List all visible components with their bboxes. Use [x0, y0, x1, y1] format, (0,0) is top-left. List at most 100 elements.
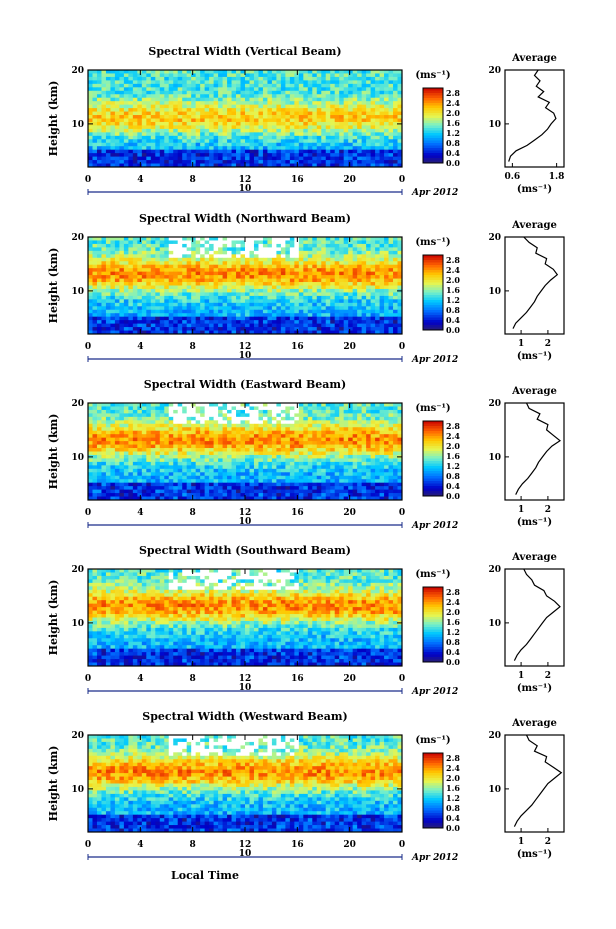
avg-x-axis-label: (ms⁻¹) [517, 683, 552, 694]
panel-title: Spectral Width (Northward Beam) [139, 212, 351, 225]
avg-x-tick-label: 0.6 [505, 172, 521, 182]
x-tick-label: 0 [85, 840, 91, 850]
colorbar-tick-label: 2.0 [446, 108, 460, 118]
colorbar-tick-label: 1.6 [446, 451, 460, 461]
x-tick-label: 0 [399, 175, 405, 185]
avg-y-tick-label: 10 [488, 120, 501, 130]
date-marker: 10 [239, 184, 252, 194]
heatmap-cells [88, 70, 403, 168]
colorbar-tick-label: 2.8 [446, 753, 460, 763]
average-profile-line [512, 236, 559, 329]
x-tick-label: 12 [239, 175, 252, 185]
colorbar-tick-label: 2.8 [446, 587, 460, 597]
y-axis-label: Height (km) [47, 414, 60, 490]
y-axis-label: Height (km) [47, 248, 60, 324]
colorbar-tick-label: 1.2 [446, 461, 460, 471]
avg-y-tick-label: 20 [488, 565, 501, 575]
panel-title: Spectral Width (Eastward Beam) [144, 378, 346, 391]
x-tick-label: 16 [291, 508, 304, 518]
x-tick-label: 16 [291, 342, 304, 352]
colorbar-frame [422, 752, 444, 829]
x-tick-label: 0 [85, 175, 91, 185]
average-profile-line [515, 402, 562, 495]
x-tick-label: 12 [239, 840, 252, 850]
panel-2: Spectral Width (Northward Beam)2010Heigh… [47, 212, 565, 365]
avg-y-tick-label: 20 [488, 233, 501, 243]
colorbar-frame [422, 420, 444, 497]
date-label: Apr 2012 [411, 521, 458, 531]
average-profile-line [508, 69, 557, 162]
colorbar-tick-label: 1.6 [446, 118, 460, 128]
avg-y-tick-label: 10 [488, 785, 501, 795]
y-tick-label: 10 [71, 785, 84, 795]
avg-x-tick-label: 2 [545, 505, 551, 515]
heatmap-cells [88, 237, 403, 335]
colorbar-tick-label: 0.0 [446, 491, 460, 501]
heatmap-cells [88, 403, 403, 501]
average-profile-line [513, 568, 561, 661]
colorbar-unit: (ms⁻¹) [415, 237, 450, 248]
average-frame [504, 734, 565, 833]
colorbar-tick-label: 1.6 [446, 285, 460, 295]
colorbar-tick-label: 0.0 [446, 158, 460, 168]
x-tick-label: 4 [137, 674, 143, 684]
x-tick-label: 12 [239, 342, 252, 352]
avg-x-tick-label: 1 [518, 671, 524, 681]
panel-4: Spectral Width (Southward Beam)2010Heigh… [47, 544, 565, 697]
average-profile-line [513, 734, 563, 827]
y-tick-label: 10 [71, 453, 84, 463]
y-tick-label: 10 [71, 287, 84, 297]
avg-x-tick-label: 1.8 [549, 172, 565, 182]
x-axis-label: Local Time [171, 869, 239, 882]
x-tick-label: 16 [291, 840, 304, 850]
colorbar-tick-label: 2.0 [446, 607, 460, 617]
colorbar [423, 255, 443, 331]
colorbar-tick-label: 0.4 [446, 481, 460, 491]
x-tick-label: 20 [343, 840, 356, 850]
average-title: Average [511, 386, 557, 397]
y-tick-label: 20 [71, 731, 84, 741]
colorbar-tick-label: 0.4 [446, 813, 460, 823]
average-frame [504, 69, 565, 168]
colorbar-tick-label: 1.6 [446, 617, 460, 627]
colorbar-tick-label: 2.4 [446, 597, 460, 607]
avg-y-tick-label: 10 [488, 287, 501, 297]
colorbar-tick-label: 2.4 [446, 265, 460, 275]
colorbar [423, 421, 443, 497]
x-tick-label: 0 [399, 840, 405, 850]
panel-title: Spectral Width (Vertical Beam) [148, 45, 341, 58]
y-tick-label: 10 [71, 619, 84, 629]
colorbar-tick-label: 0.8 [446, 637, 460, 647]
x-tick-label: 0 [85, 508, 91, 518]
colorbar-tick-label: 1.6 [446, 783, 460, 793]
date-marker: 10 [239, 683, 252, 693]
avg-x-tick-label: 1 [518, 505, 524, 515]
colorbar [423, 587, 443, 663]
avg-y-tick-label: 10 [488, 619, 501, 629]
panel-3: Spectral Width (Eastward Beam) 2 0 10 Height… [47, 378, 565, 531]
y-tick-label: 20 [71, 66, 84, 76]
average-frame [504, 568, 565, 667]
x-tick-label: 0 [85, 674, 91, 684]
avg-x-tick-label: 1 [518, 837, 524, 847]
colorbar-tick-label: 0.0 [446, 325, 460, 335]
x-tick-label: 0 [85, 342, 91, 352]
colorbar-tick-label: 0.8 [446, 138, 460, 148]
colorbar-tick-label: 2.4 [446, 763, 460, 773]
date-marker: 10 [239, 351, 252, 361]
avg-y-tick-label: 20 [488, 66, 501, 76]
colorbar [423, 88, 443, 164]
colorbar-tick-label: 1.2 [446, 128, 460, 138]
x-tick-label: 20 [343, 674, 356, 684]
colorbar-tick-label: 2.4 [446, 431, 460, 441]
colorbar-tick-label: 2.0 [446, 773, 460, 783]
avg-x-axis-label: (ms⁻¹) [517, 351, 552, 362]
x-tick-label: 8 [190, 840, 196, 850]
average-frame [504, 236, 565, 335]
date-label: Apr 2012 [411, 355, 458, 365]
avg-x-axis-label: (ms⁻¹) [517, 517, 552, 528]
avg-x-tick-label: 1 [518, 339, 524, 349]
y-axis-label: Height (km) [47, 81, 60, 157]
x-tick-label: 20 [343, 342, 356, 352]
colorbar-tick-label: 2.0 [446, 275, 460, 285]
